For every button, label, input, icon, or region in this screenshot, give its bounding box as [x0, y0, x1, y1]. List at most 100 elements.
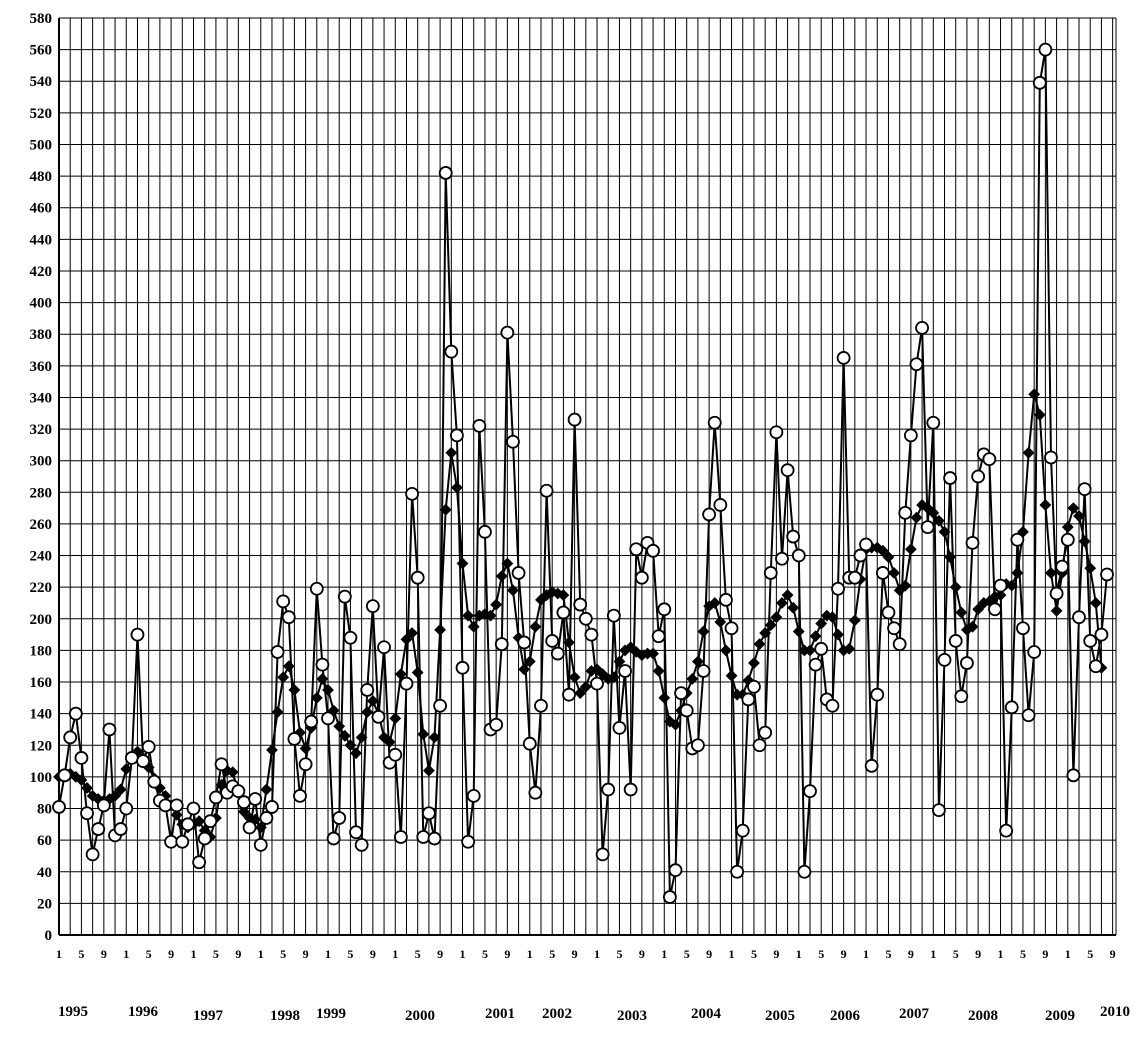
- circle-marker: [668, 863, 683, 878]
- diamond-marker: [1073, 510, 1085, 522]
- diamond-marker: [378, 731, 390, 744]
- circle-marker: [237, 795, 251, 810]
- diamond-marker: [882, 551, 895, 564]
- diamond-marker: [456, 557, 469, 570]
- circle-marker: [556, 605, 571, 620]
- diamond-marker: [966, 620, 979, 633]
- circle-marker: [1066, 768, 1081, 783]
- circle-marker: [270, 645, 285, 659]
- year-label: 1996: [128, 1004, 159, 1020]
- diamond-marker: [529, 620, 542, 633]
- diamond-marker: [1045, 567, 1057, 579]
- circle-marker: [948, 634, 963, 648]
- circle-marker: [287, 732, 302, 746]
- circle-marker: [130, 627, 145, 642]
- x-tick-label: 5: [885, 947, 891, 961]
- circle-marker: [730, 864, 745, 879]
- circle-marker: [186, 801, 201, 816]
- circle-marker: [1100, 567, 1114, 582]
- diamond-marker: [748, 657, 760, 669]
- diamond-marker: [938, 525, 951, 538]
- diamond-marker: [1089, 597, 1102, 609]
- diamond-marker: [686, 672, 699, 685]
- circle-marker: [85, 847, 100, 862]
- x-tick-label: 5: [549, 947, 555, 961]
- diamond-marker: [944, 551, 957, 564]
- circle-marker: [265, 800, 279, 814]
- diamond-marker: [843, 642, 856, 655]
- diamond-marker: [114, 783, 127, 796]
- circle-marker: [618, 664, 632, 678]
- diamond-marker: [439, 503, 452, 516]
- diamond-marker: [193, 815, 206, 828]
- diamond-marker: [658, 691, 671, 704]
- circle-marker: [601, 782, 616, 797]
- circle-marker: [438, 166, 453, 180]
- diamond-marker: [428, 731, 441, 744]
- circle-marker: [197, 831, 212, 846]
- circle-marker: [780, 463, 795, 478]
- circle-marker: [646, 543, 660, 558]
- x-tick-label: 1: [123, 947, 129, 961]
- circle-marker: [309, 581, 324, 596]
- diamond-marker: [764, 619, 777, 632]
- diamond-marker: [355, 731, 368, 744]
- circle-marker: [337, 589, 352, 604]
- diamond-marker: [568, 671, 581, 684]
- circle-marker: [517, 635, 532, 650]
- circle-marker: [231, 784, 246, 799]
- y-tick-label: 40: [37, 865, 52, 881]
- y-tick-label: 180: [30, 643, 53, 659]
- year-label: 2005: [765, 1008, 795, 1024]
- x-tick-label: 5: [751, 947, 757, 961]
- diamond-marker: [1050, 604, 1063, 617]
- diamond-marker: [81, 782, 93, 794]
- circle-marker: [545, 634, 560, 648]
- circle-marker: [500, 325, 515, 340]
- x-tick-label: 5: [1020, 947, 1026, 961]
- y-tick-label: 280: [30, 485, 53, 501]
- x-axis-month-labels: 1 5 9 1 5 9 1 5 9 1 5 9 1 5 9 1 5 9 1 5 9 1 5 9 1 5 9 1 5 9 1 5 9 1 5 9 1 5 9 1…: [56, 947, 1116, 961]
- x-tick-label: 1: [460, 947, 466, 961]
- diamond-marker: [238, 805, 250, 818]
- diamond-marker: [804, 644, 816, 657]
- circle-marker: [584, 627, 599, 642]
- circle-marker: [651, 629, 666, 644]
- circle-marker: [349, 825, 363, 840]
- circle-marker: [494, 637, 509, 651]
- circle-marker: [870, 687, 885, 702]
- diamond-marker: [815, 617, 828, 630]
- circle-marker: [719, 592, 733, 607]
- circle-marker: [735, 823, 750, 838]
- diamond-marker: [753, 638, 766, 650]
- diamond-marker: [781, 589, 794, 601]
- circle-marker: [360, 683, 375, 697]
- circle-marker: [892, 637, 907, 651]
- circle-marker: [724, 621, 739, 636]
- x-tick-label: 5: [213, 947, 219, 961]
- diamond-marker: [451, 481, 463, 494]
- circle-marker: [606, 608, 621, 623]
- circle-marker: [629, 542, 644, 557]
- circle-marker: [791, 548, 806, 563]
- circle-marker: [393, 830, 408, 844]
- circle-marker: [181, 817, 195, 832]
- circle-marker: [80, 806, 94, 821]
- diamond-marker: [322, 684, 334, 696]
- diamond-marker: [1067, 502, 1080, 515]
- circle-marker: [674, 686, 688, 701]
- diamond-marker: [669, 718, 682, 731]
- diamond-marker: [484, 609, 497, 622]
- diamond-marker: [832, 628, 844, 641]
- diamond-marker: [910, 511, 923, 524]
- circle-marker: [315, 657, 330, 672]
- circle-marker: [831, 581, 845, 596]
- year-label: 2002: [542, 1006, 572, 1022]
- circle-marker: [567, 412, 582, 427]
- diamond-marker: [1011, 567, 1024, 579]
- diamond-marker: [792, 625, 805, 638]
- circle-marker: [461, 834, 476, 849]
- circle-marker: [1055, 559, 1070, 574]
- diamond-marker: [955, 606, 968, 619]
- circle-marker: [209, 790, 223, 805]
